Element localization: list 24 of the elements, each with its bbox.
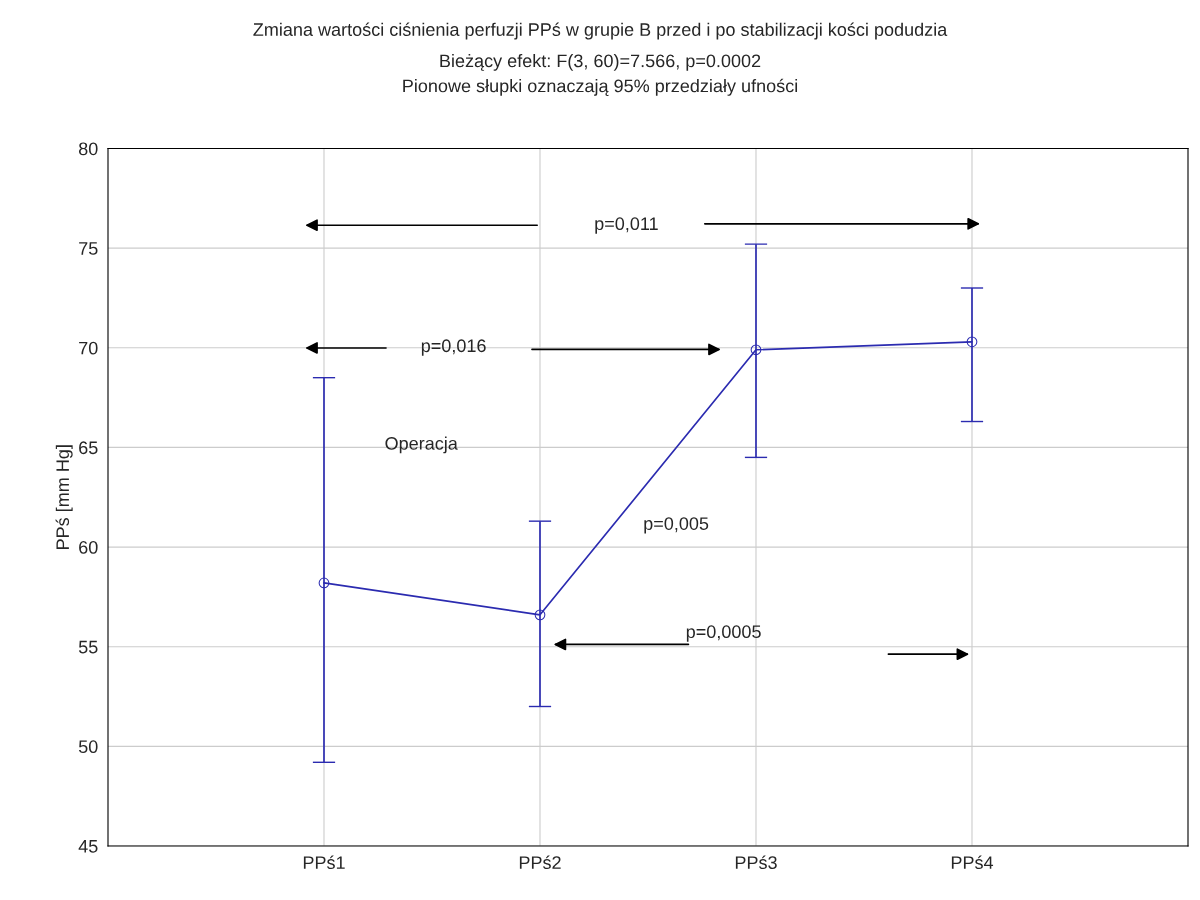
y-axis-title: PPś [mm Hg] [55,445,73,549]
y-tick-label: 50 [78,740,98,754]
x-tick-label: PPś1 [303,855,345,869]
x-tick-label: PPś2 [519,855,561,869]
y-tick-label: 80 [78,142,98,156]
point [750,344,762,356]
chart-subtitle: Bieżący efekt: F(3, 60)=7.566, p=0.0002 Pionowe słupki oznaczają 95% przedziały ufności [403,54,798,96]
y-tick-label: 45 [78,840,98,853]
point [534,609,546,621]
y-tick-label: 75 [79,242,98,255]
x-tick-label: PPś3 [735,855,777,869]
y-tick-label: 60 [79,541,98,554]
y-tick-label: 70 [79,341,98,355]
annotation: p=0,011 [595,217,658,234]
annotation: p=0,0005 [686,625,761,642]
point [966,336,978,348]
y-tick-label: 55 [78,640,98,654]
x-tick-label: PPś4 [951,855,994,869]
y-tick-label: 65 [79,441,98,455]
point [318,577,330,589]
annotation: Operacja [385,436,458,454]
chart-title: Zmiana wartości ciśnienia perfuzji PPś w grupie B przed i po stabilizacji kości podudzia [253,22,948,40]
annotation: p=0,005 [644,517,709,534]
annotation: p=0,016 [421,339,486,356]
